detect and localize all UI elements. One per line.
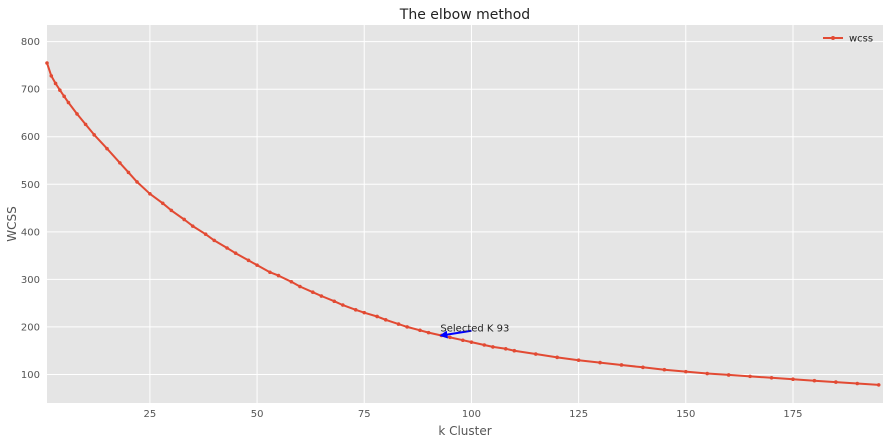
data-point [126, 170, 131, 175]
data-point [418, 328, 422, 333]
y-axis: 100 200 300 400 500 600 700 800 [21, 37, 40, 381]
data-point [662, 367, 667, 372]
data-point [576, 358, 581, 363]
data-point [118, 161, 122, 165]
x-tick-label: 75 [358, 409, 371, 420]
x-tick-label: 25 [144, 409, 157, 420]
data-point [533, 352, 538, 356]
data-point [641, 365, 645, 370]
data-point [469, 340, 474, 344]
data-point [311, 290, 315, 295]
data-point [726, 373, 731, 377]
y-tick-label: 200 [21, 322, 40, 333]
data-point [53, 81, 58, 86]
data-point [341, 303, 345, 307]
data-point [212, 238, 216, 243]
data-point [332, 299, 337, 304]
data-point [396, 322, 401, 326]
data-point [555, 355, 559, 360]
y-tick-label: 500 [21, 180, 40, 191]
x-axis-label: k Cluster [438, 424, 491, 438]
y-tick-label: 400 [21, 227, 40, 238]
series-layer [45, 61, 881, 387]
data-point [353, 308, 358, 312]
data-point [834, 380, 838, 384]
data-point [461, 338, 465, 343]
data-point [169, 208, 174, 213]
data-point [276, 273, 281, 278]
data-point [66, 100, 71, 105]
data-point [705, 371, 710, 376]
x-tick-label: 175 [783, 409, 802, 420]
x-tick-label: 50 [251, 409, 264, 420]
x-tick-label: 150 [676, 409, 695, 420]
x-axis: 25 50 75 100 125 150 175 [144, 409, 803, 420]
data-point [448, 335, 452, 340]
data-point [160, 201, 165, 206]
data-point [268, 270, 272, 275]
chart-title: The elbow method [399, 7, 530, 23]
data-point [748, 374, 752, 379]
data-point [49, 74, 54, 78]
data-point [148, 191, 152, 196]
plot-background [47, 25, 883, 403]
data-point [246, 258, 251, 263]
data-point [383, 317, 388, 322]
y-tick-label: 800 [21, 37, 40, 48]
x-tick-label: 100 [462, 409, 481, 420]
data-point [375, 314, 379, 319]
x-tick-label: 125 [569, 409, 588, 420]
data-point [319, 294, 324, 298]
data-point [619, 363, 624, 367]
data-point [58, 88, 62, 92]
data-point [233, 251, 238, 256]
grid [47, 25, 883, 403]
y-tick-label: 600 [21, 132, 40, 143]
data-point [855, 381, 860, 386]
data-point [491, 345, 495, 349]
legend-label: wcss [849, 34, 873, 45]
data-point [769, 376, 774, 380]
y-tick-label: 300 [21, 275, 40, 286]
data-point [683, 369, 688, 374]
legend: wcss [823, 34, 873, 45]
data-point [405, 325, 409, 329]
data-point [362, 310, 367, 315]
data-point [225, 246, 229, 250]
data-point [92, 133, 96, 137]
data-point [289, 279, 294, 284]
data-point [62, 94, 66, 99]
y-tick-label: 700 [21, 85, 40, 96]
data-point [298, 284, 302, 289]
data-point [503, 346, 508, 351]
data-point [182, 217, 186, 222]
y-tick-label: 100 [21, 370, 40, 381]
annotation-label: Selected K 93 [440, 323, 509, 334]
data-point [135, 180, 139, 184]
annotation-layer: Selected K 93 [439, 323, 509, 339]
y-axis-label: WCSS [5, 206, 19, 241]
data-point [203, 232, 208, 237]
data-point [426, 330, 431, 335]
data-point [482, 343, 487, 347]
data-point [812, 378, 817, 383]
data-point [190, 224, 195, 228]
annotation-arrow [439, 329, 472, 339]
data-point [876, 383, 881, 387]
data-point [105, 146, 109, 151]
data-point [512, 348, 517, 353]
data-point [255, 263, 259, 267]
data-point [45, 61, 49, 65]
plot-area [47, 25, 883, 403]
data-point [598, 360, 602, 365]
data-point [83, 122, 88, 127]
data-point [791, 377, 795, 382]
data-point [75, 112, 79, 116]
legend-marker [831, 36, 835, 40]
